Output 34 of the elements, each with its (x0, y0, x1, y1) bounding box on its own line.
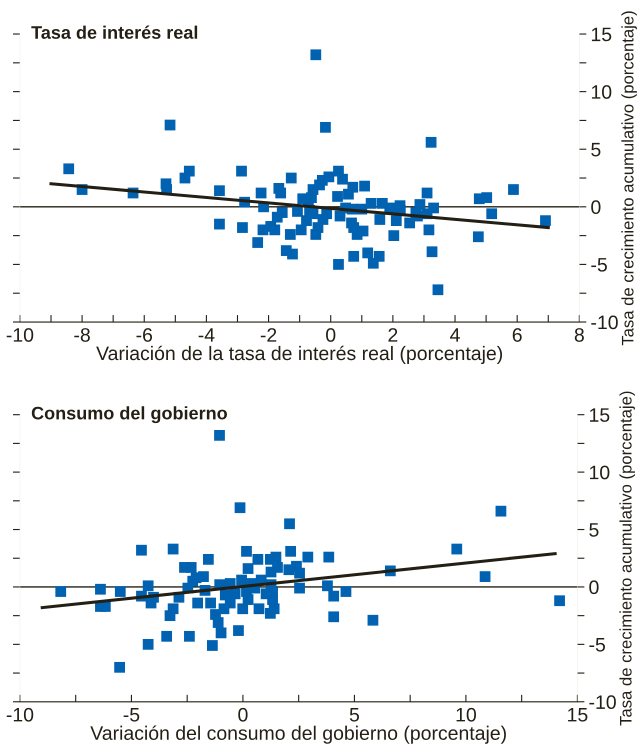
x-tick-label: 6 (512, 328, 522, 342)
x-tick-label: -10 (6, 328, 34, 342)
x-tick-label: -4 (198, 328, 214, 342)
y-tick-label: 5 (589, 523, 599, 537)
x-tick-label: -8 (74, 328, 90, 342)
chart-title: Consumo del gobierno (32, 406, 227, 424)
y-tick-label: -10 (589, 695, 616, 710)
x-tick-label: 5 (350, 708, 360, 722)
x-tick-label: -6 (136, 328, 152, 342)
x-tick-label: 0 (326, 328, 336, 342)
x-axis-title: Variación de la tasa de interés real (porcentaje) (96, 346, 502, 364)
x-axis-title: Variación del consumo del gobierno (porcentaje) (90, 725, 506, 744)
x-tick-label: 4 (450, 328, 460, 342)
y-tick-label: 0 (591, 200, 601, 214)
y-tick-label: -5 (591, 258, 607, 272)
y-tick-label: -5 (589, 638, 605, 652)
chart-title: Tasa de interés real (31, 25, 198, 39)
y-tick-label: 15 (590, 408, 610, 422)
x-tick-label: -2 (260, 328, 276, 342)
y-tick-label: 0 (589, 580, 599, 594)
x-tick-label: 10 (456, 708, 476, 722)
x-tick-label: 2 (388, 328, 398, 342)
y-axis-title: Tasa de crecimiento acumulativo (porcentaje) (619, 392, 635, 726)
y-tick-label: -10 (591, 315, 618, 330)
y-tick-label: 5 (591, 142, 600, 156)
x-tick-label: 8 (574, 328, 584, 342)
y-tick-label: 10 (592, 85, 612, 99)
x-tick-label: -5 (124, 708, 140, 722)
y-axis-title: Tasa de crecimiento acumulativo (porcentaje) (621, 11, 637, 346)
y-tick-label: 15 (592, 28, 612, 42)
y-tick-label: 10 (590, 466, 610, 480)
x-tick-label: -10 (6, 708, 34, 722)
x-tick-label: 15 (568, 708, 588, 722)
x-tick-label: 0 (238, 708, 248, 722)
